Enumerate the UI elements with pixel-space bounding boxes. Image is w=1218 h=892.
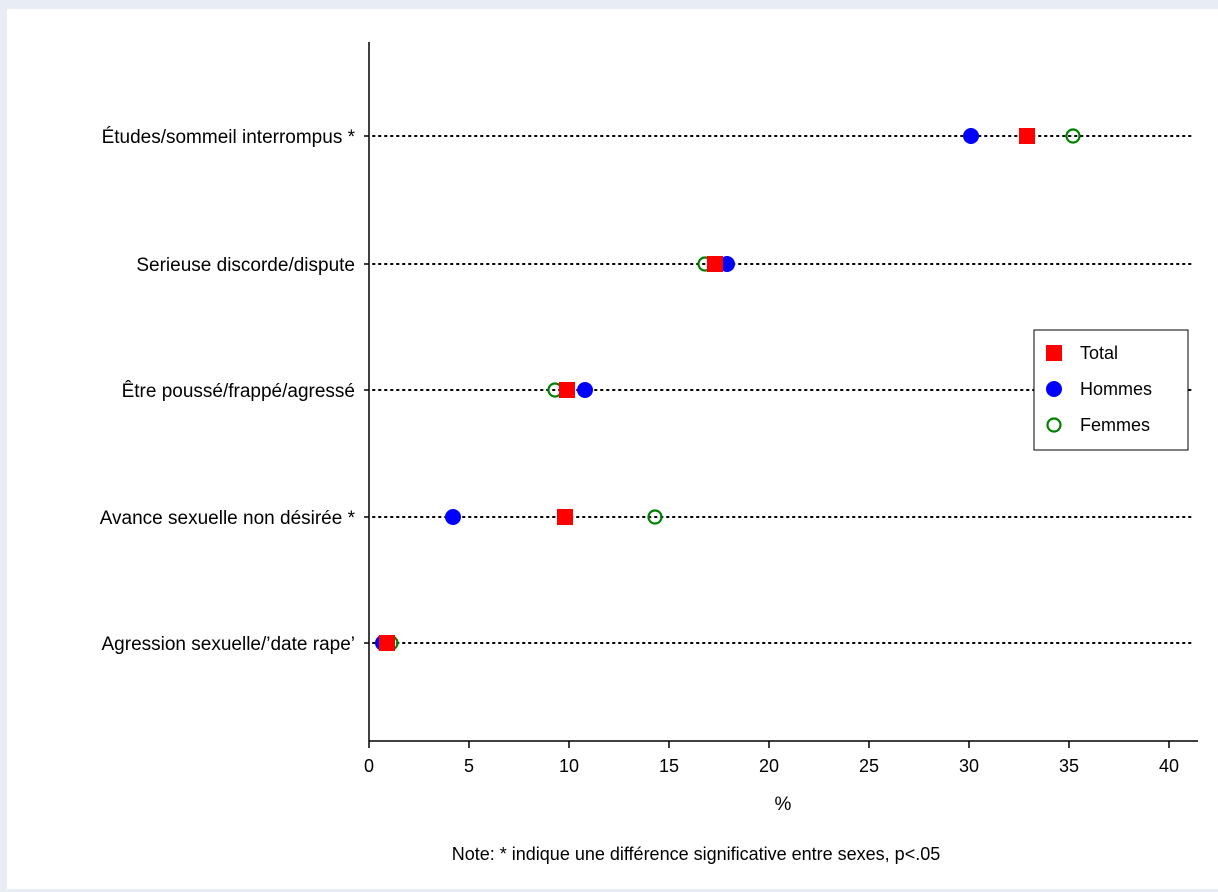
category-label: Agression sexuelle/’date rape’ bbox=[102, 634, 356, 655]
axes bbox=[368, 42, 1198, 742]
legend-label: Femmes bbox=[1080, 415, 1150, 435]
legend-marker-total bbox=[1046, 345, 1062, 361]
chart-note: Note: * indique une différence significa… bbox=[452, 844, 940, 864]
x-tick-label: 35 bbox=[1059, 756, 1079, 776]
data-point-total bbox=[1019, 128, 1035, 144]
data-point-femmes bbox=[647, 509, 663, 525]
x-tick-label: 25 bbox=[859, 756, 879, 776]
x-axis-title: % bbox=[775, 794, 792, 815]
legend-marker-hommes bbox=[1046, 381, 1062, 397]
x-tick-label: 20 bbox=[759, 756, 779, 776]
category-label: Avance sexuelle non désirée * bbox=[100, 508, 356, 529]
legend-marker-femmes bbox=[1046, 417, 1062, 433]
x-tick-label: 15 bbox=[659, 756, 679, 776]
data-point-hommes bbox=[963, 128, 979, 144]
category-label: Études/sommeil interrompus * bbox=[102, 127, 356, 148]
category-rows: Études/sommeil interrompus * Serieuse dis… bbox=[100, 127, 1193, 655]
data-marks bbox=[375, 128, 1081, 651]
x-tick-label: 40 bbox=[1159, 756, 1179, 776]
category-label: Serieuse discorde/dispute bbox=[136, 255, 355, 276]
data-point-total bbox=[707, 256, 723, 272]
x-tick-label: 0 bbox=[364, 756, 374, 776]
data-point-total bbox=[557, 509, 573, 525]
data-point-total bbox=[379, 635, 395, 651]
x-tick-label: 30 bbox=[959, 756, 979, 776]
x-ticks: 0 5 10 15 20 25 30 35 40 bbox=[364, 741, 1179, 776]
legend-label: Total bbox=[1080, 343, 1118, 363]
x-tick-label: 10 bbox=[559, 756, 579, 776]
x-tick-label: 5 bbox=[464, 756, 474, 776]
legend: Total Hommes Femmes bbox=[1033, 329, 1189, 451]
data-point-hommes bbox=[577, 382, 593, 398]
data-point-total bbox=[559, 382, 575, 398]
chart-background bbox=[7, 9, 1218, 889]
data-point-hommes bbox=[445, 509, 461, 525]
data-point-femmes bbox=[1065, 128, 1081, 144]
category-label: Être poussé/frappé/agressé bbox=[122, 380, 355, 402]
legend-label: Hommes bbox=[1080, 379, 1152, 399]
